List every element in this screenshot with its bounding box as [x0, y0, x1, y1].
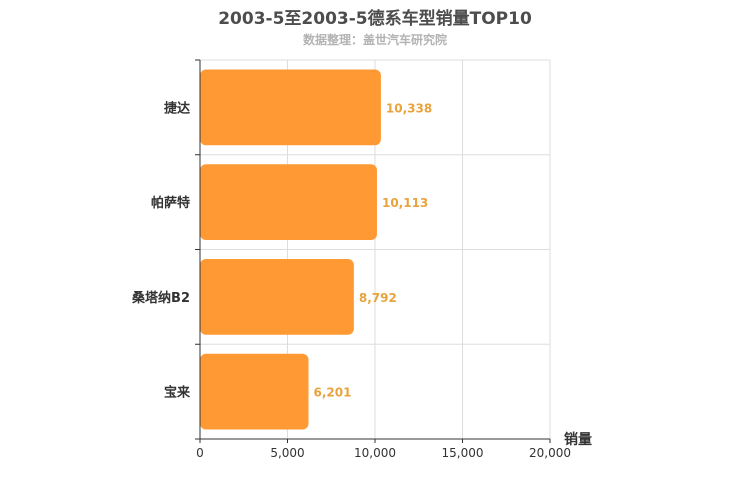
bar — [200, 353, 309, 430]
category-label: 帕萨特 — [151, 195, 190, 211]
x-tick-label: 15,000 — [442, 446, 484, 460]
category-label: 桑塔纳B2 — [131, 290, 190, 306]
data-label: 10,338 — [386, 101, 432, 115]
x-tick-label: 5,000 — [270, 446, 304, 460]
data-label: 6,201 — [314, 386, 352, 400]
chart-title: 2003-5至2003-5德系车型销量TOP10 — [218, 9, 532, 29]
category-label: 捷达 — [164, 100, 190, 116]
x-tick-label: 0 — [196, 446, 204, 460]
x-tick-label: 20,000 — [529, 446, 571, 460]
category-label: 宝来 — [164, 385, 191, 401]
data-label: 8,792 — [359, 291, 397, 305]
data-label: 10,113 — [382, 196, 428, 210]
bar — [200, 258, 354, 335]
chart-subtitle: 数据整理：盖世汽车研究院 — [302, 33, 447, 47]
bar — [200, 164, 377, 241]
x-axis-name: 销量 — [564, 431, 592, 448]
bar — [200, 69, 381, 146]
x-tick-label: 10,000 — [354, 446, 396, 460]
